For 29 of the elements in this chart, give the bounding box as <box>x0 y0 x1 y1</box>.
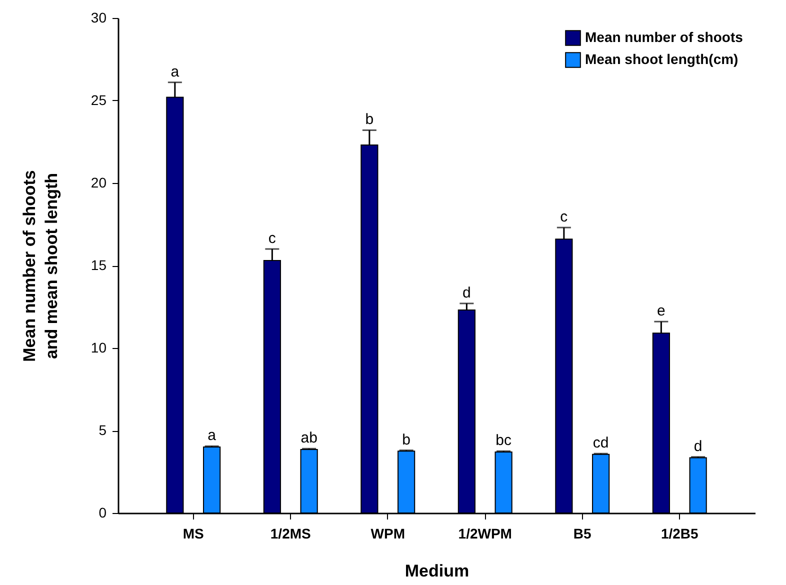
y-tick-label: 5 <box>98 422 107 438</box>
annotation: e <box>657 302 666 320</box>
y-tick-label: 0 <box>98 504 107 520</box>
annotation: b <box>402 431 410 448</box>
annotation: c <box>560 208 568 226</box>
annotation: d <box>694 438 702 455</box>
legend-label: Mean number of shoots <box>585 29 744 45</box>
x-tick-label: 1/2B5 <box>660 526 699 542</box>
y-tick-label: 20 <box>90 174 107 190</box>
annotation: ab <box>300 430 318 447</box>
y-tick-label: 25 <box>90 92 107 108</box>
y-axis-title: Mean number of shoots and mean shoot length <box>20 170 61 362</box>
annotation: a <box>170 63 180 80</box>
x-tick-label: B5 <box>573 526 592 542</box>
x-axis-title: Medium <box>404 562 470 580</box>
y-tick-label: 30 <box>90 10 107 26</box>
legend-label: Mean shoot length(cm) <box>585 51 738 67</box>
annotation: c <box>268 230 276 247</box>
x-tick-label: MS <box>182 526 204 542</box>
x-tick-label: WPM <box>370 526 405 542</box>
annotation: b <box>365 111 374 128</box>
x-tick-label: 1/2WPM <box>458 526 512 542</box>
annotation: a <box>208 427 217 444</box>
annotation: cd <box>592 434 609 452</box>
y-tick-label: 10 <box>90 340 107 356</box>
annotation: d <box>462 284 471 302</box>
x-tick-label: 1/2MS <box>270 526 311 542</box>
y-tick-label: 15 <box>90 257 107 273</box>
annotation: bc <box>496 432 512 450</box>
